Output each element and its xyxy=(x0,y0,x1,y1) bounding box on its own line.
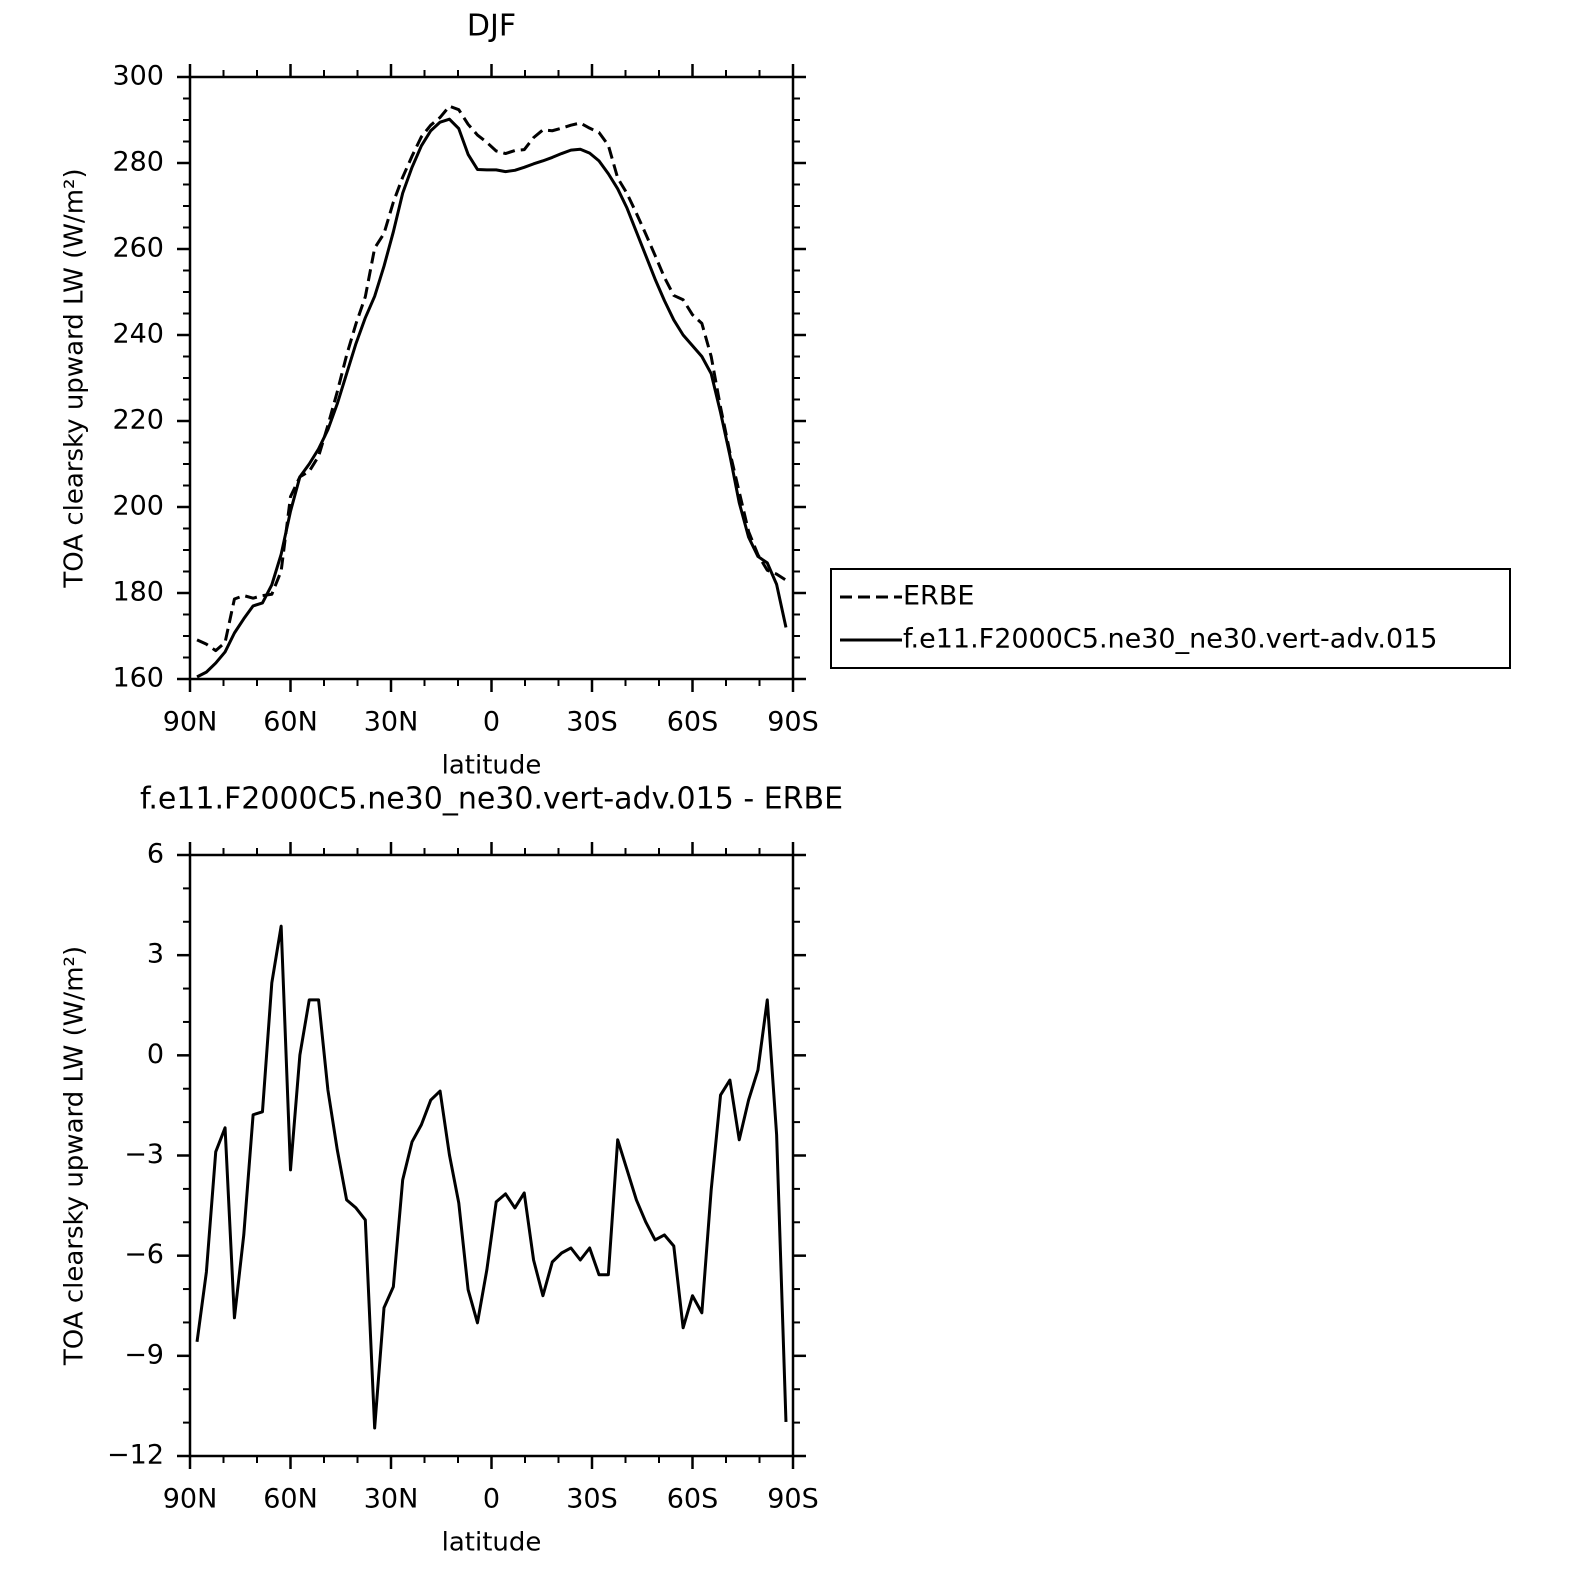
x-axis-label: latitude xyxy=(442,751,542,781)
x-tick-label: 30N xyxy=(364,707,419,738)
x-tick-label: 60N xyxy=(263,1484,318,1515)
x-axis-label: latitude xyxy=(442,1528,542,1558)
chart-title: DJF xyxy=(467,9,516,44)
x-tick-label: 90N xyxy=(163,707,218,738)
y-tick-label: 300 xyxy=(112,61,164,92)
plot-frame xyxy=(188,75,795,681)
data-line xyxy=(196,117,788,679)
x-tick-label: 60S xyxy=(667,1484,719,1515)
x-tick-label: 30N xyxy=(364,1484,419,1515)
y-tick-label: −3 xyxy=(124,1139,164,1170)
data-line xyxy=(196,104,787,653)
y-tick-label: 280 xyxy=(112,147,164,178)
legend-label: f.e11.F2000C5.ne30_ne30.vert-adv.015 xyxy=(903,624,1437,655)
x-tick-label: 90S xyxy=(767,1484,819,1515)
y-axis-label: TOA clearsky upward LW (W/m²) xyxy=(60,168,90,588)
x-tick-label: 0 xyxy=(483,1484,500,1515)
y-tick-label: 180 xyxy=(112,577,164,608)
y-tick-label: 160 xyxy=(112,663,164,694)
y-tick-label: 3 xyxy=(147,939,164,970)
chart-title: f.e11.F2000C5.ne30_ne30.vert-adv.015 - E… xyxy=(140,782,843,817)
y-tick-label: 0 xyxy=(147,1039,164,1070)
y-tick-label: −12 xyxy=(107,1440,164,1471)
data-line xyxy=(195,924,788,1430)
x-tick-label: 60S xyxy=(667,707,719,738)
y-tick-label: 240 xyxy=(112,319,164,350)
x-tick-label: 90N xyxy=(163,1484,218,1515)
x-tick-label: 30S xyxy=(566,707,618,738)
legend-box xyxy=(830,568,1511,669)
y-axis-label: TOA clearsky upward LW (W/m²) xyxy=(60,946,90,1366)
y-tick-label: 260 xyxy=(112,233,164,264)
x-tick-label: 30S xyxy=(566,1484,618,1515)
y-tick-label: 6 xyxy=(147,839,164,870)
y-tick-label: −6 xyxy=(124,1239,164,1270)
x-tick-label: 60N xyxy=(263,707,318,738)
legend-label: ERBE xyxy=(903,581,974,612)
y-tick-label: 220 xyxy=(112,405,164,436)
y-tick-label: −9 xyxy=(124,1339,164,1370)
y-tick-label: 200 xyxy=(112,491,164,522)
x-tick-label: 90S xyxy=(767,707,819,738)
x-tick-label: 0 xyxy=(483,707,500,738)
